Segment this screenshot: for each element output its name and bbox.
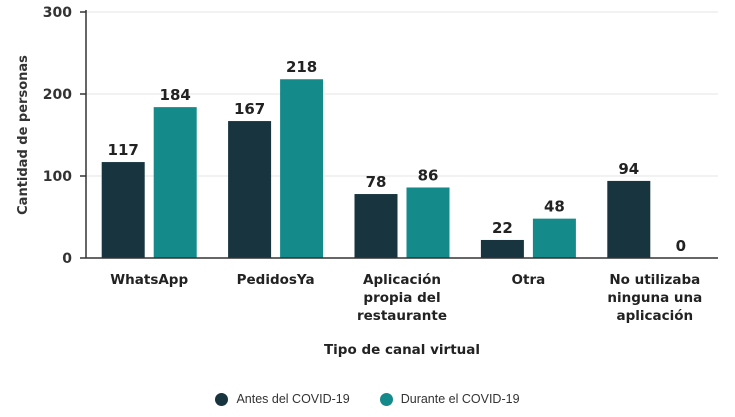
bar [228, 121, 272, 258]
bar [406, 187, 450, 258]
y-axis-label: Cantidad de personas [16, 55, 31, 215]
bar [354, 194, 398, 258]
y-tick-label: 0 [62, 251, 72, 267]
bar [280, 79, 324, 259]
data-label: 117 [108, 141, 139, 159]
bar [101, 162, 145, 258]
legend-item-antes: Antes del COVID-19 [215, 392, 350, 406]
bar [480, 239, 524, 258]
x-tick-label: Aplicación propia del restaurante [357, 272, 447, 324]
legend-swatch-antes [215, 392, 229, 406]
y-tick-label: 100 [43, 169, 72, 185]
data-label: 0 [676, 237, 686, 255]
data-label: 167 [234, 100, 265, 118]
x-tick-label: WhatsApp [110, 272, 188, 288]
bars [101, 79, 651, 259]
bar [607, 180, 651, 258]
bar [532, 218, 576, 258]
y-axis: 0 100 200 300 [43, 5, 87, 267]
y-tick-label: 200 [43, 87, 72, 103]
legend-label-antes: Antes del COVID-19 [236, 392, 350, 406]
x-axis-label: Tipo de canal virtual [324, 342, 480, 358]
x-tick-labels: WhatsApp PedidosYa Aplicación propia del res… [110, 272, 702, 324]
data-label: 86 [418, 166, 439, 184]
legend: Antes del COVID-19 Durante el COVID-19 [0, 392, 735, 406]
data-label: 184 [160, 86, 191, 104]
x-tick-label: Otra [512, 272, 546, 288]
bar [153, 107, 197, 259]
legend-item-durante: Durante el COVID-19 [379, 392, 520, 406]
data-label: 78 [366, 173, 387, 191]
data-label: 218 [286, 58, 317, 76]
y-tick-label: 300 [43, 5, 72, 21]
x-tick-label: PedidosYa [237, 272, 315, 288]
legend-swatch-durante [379, 392, 393, 406]
bar-chart: 0 100 200 300 Cantidad de personas 117 184 16… [16, 5, 718, 358]
data-label: 48 [544, 198, 565, 216]
data-labels: 117 184 167 218 78 86 22 48 94 0 [108, 58, 686, 255]
legend-label-durante: Durante el COVID-19 [400, 392, 520, 406]
data-label: 22 [492, 219, 513, 237]
x-tick-label: No utilizaba ninguna una aplicación [607, 272, 702, 324]
data-label: 94 [618, 160, 639, 178]
